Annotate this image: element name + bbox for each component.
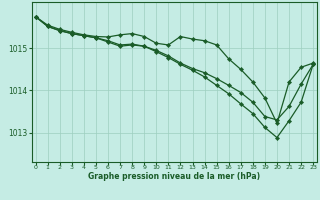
X-axis label: Graphe pression niveau de la mer (hPa): Graphe pression niveau de la mer (hPa) [88,172,260,181]
